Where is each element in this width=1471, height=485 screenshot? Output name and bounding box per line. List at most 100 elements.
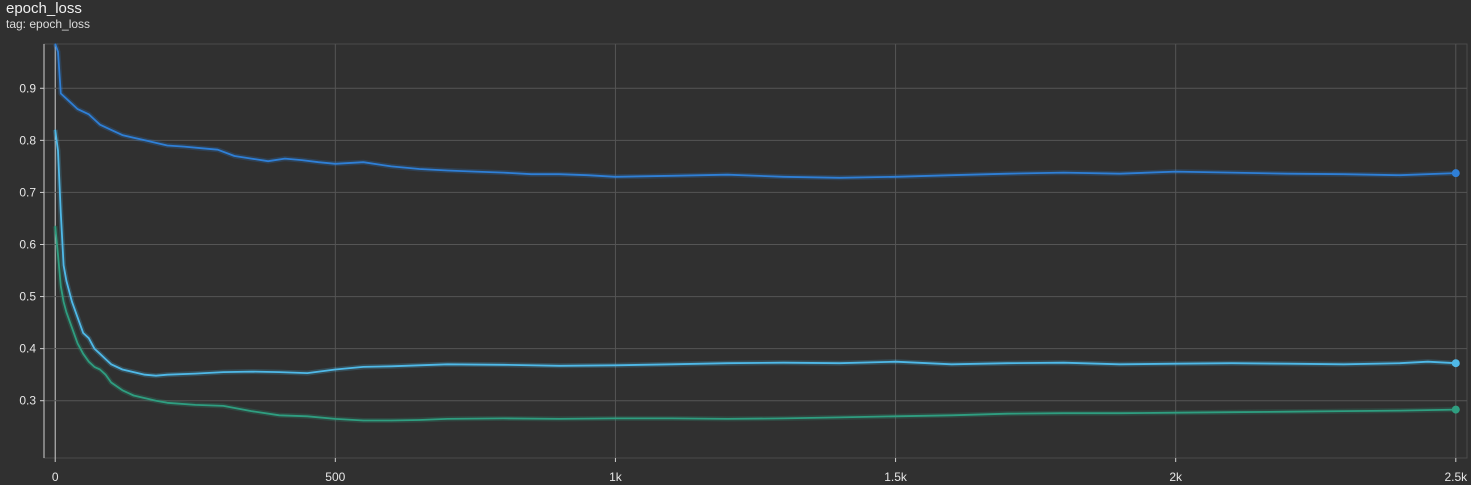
series-2-point bbox=[250, 410, 252, 412]
series-0-point bbox=[250, 157, 252, 160]
series-1-point bbox=[950, 363, 953, 365]
y-tick-label: 0.7 bbox=[19, 185, 36, 199]
grid-lines bbox=[43, 43, 1468, 459]
series-2-point bbox=[558, 418, 561, 420]
series-0-point bbox=[121, 134, 124, 136]
series-0-point bbox=[558, 173, 561, 175]
series-1-point bbox=[63, 264, 65, 266]
series-1-point bbox=[390, 365, 392, 367]
x-tick-label: 2.5k bbox=[1444, 470, 1468, 484]
x-tick-label: 1k bbox=[609, 470, 623, 484]
series-2-point bbox=[71, 327, 73, 329]
series-2-point bbox=[222, 405, 224, 407]
series-end-marker-2[interactable] bbox=[1451, 405, 1460, 414]
series-2-point bbox=[278, 414, 280, 416]
series-0-point bbox=[1063, 172, 1065, 174]
series-2-point bbox=[60, 285, 62, 287]
series-0-point bbox=[144, 139, 146, 141]
x-tick-label: 1.5k bbox=[884, 470, 908, 484]
series-2-point bbox=[194, 404, 196, 406]
series-0-point bbox=[1343, 173, 1345, 175]
series-1-point bbox=[362, 366, 364, 368]
series-1-point bbox=[65, 280, 68, 282]
series-line-1[interactable] bbox=[54, 129, 1456, 377]
series-2-point bbox=[105, 374, 107, 376]
series-1-point bbox=[121, 368, 124, 371]
series-1-point bbox=[446, 363, 448, 365]
series-lines bbox=[52, 43, 1460, 423]
series-end-marker-1[interactable] bbox=[1451, 359, 1460, 368]
series-0-point bbox=[82, 111, 84, 113]
series-1-point bbox=[558, 365, 561, 367]
y-tick-label: 0.3 bbox=[19, 394, 36, 408]
series-1-point bbox=[1175, 363, 1177, 365]
series-1-point bbox=[166, 374, 168, 376]
series-2-point bbox=[1343, 410, 1345, 412]
series-0-point bbox=[284, 157, 286, 160]
chart-tag-label: tag: epoch_loss bbox=[6, 17, 91, 31]
series-0-point bbox=[93, 118, 96, 121]
series-1-point bbox=[278, 371, 280, 373]
series-2-point bbox=[57, 254, 59, 256]
series-0-point bbox=[317, 161, 320, 163]
plot-frame bbox=[43, 43, 1468, 459]
series-raw-band-0 bbox=[52, 43, 1456, 181]
series-2-point bbox=[334, 418, 336, 420]
series-0-point bbox=[155, 142, 157, 144]
series-1-point bbox=[1343, 363, 1345, 365]
series-line-0[interactable] bbox=[54, 43, 1456, 179]
series-0-point bbox=[894, 176, 897, 178]
series-line-2[interactable] bbox=[54, 226, 1456, 422]
series-2-point bbox=[838, 416, 841, 418]
series-2-point bbox=[1119, 412, 1121, 414]
axes: 0 500 1k 1.5k 2k 2.5k 0.3 0.4 0.5 0.6 0.7 0.8 0.9 bbox=[19, 44, 1468, 484]
series-2-point bbox=[1287, 411, 1289, 413]
series-2-point bbox=[144, 397, 146, 399]
series-0-point bbox=[1119, 173, 1121, 175]
series-1-point bbox=[1399, 362, 1401, 364]
y-tick-label: 0.9 bbox=[19, 81, 36, 95]
series-end-marker-0[interactable] bbox=[1451, 169, 1460, 178]
series-1-point bbox=[155, 375, 157, 377]
series-1-point bbox=[82, 332, 84, 334]
series-2-point bbox=[894, 415, 897, 417]
series-1-point bbox=[670, 363, 673, 365]
series-2-point bbox=[166, 402, 168, 404]
series-2-point bbox=[502, 417, 504, 420]
series-0-point bbox=[782, 176, 785, 178]
series-raw-band-2 bbox=[52, 226, 1456, 423]
series-2-point bbox=[99, 368, 101, 371]
series-2-point bbox=[77, 342, 79, 345]
series-2-point bbox=[65, 311, 68, 313]
series-1-point bbox=[614, 364, 617, 366]
series-1-point bbox=[1287, 363, 1289, 365]
series-0-point bbox=[57, 51, 59, 53]
series-0-point bbox=[474, 170, 476, 173]
series-0-point bbox=[362, 161, 364, 163]
series-0-point bbox=[71, 103, 73, 105]
series-1-point bbox=[57, 150, 59, 152]
series-1-point bbox=[502, 364, 504, 366]
series-2-point bbox=[1063, 412, 1065, 414]
chart-header: epoch_loss tag: epoch_loss bbox=[6, 0, 90, 32]
series-0-point bbox=[1287, 173, 1289, 175]
series-2-point bbox=[121, 389, 124, 391]
series-2-point bbox=[306, 415, 308, 417]
series-2-point bbox=[1231, 411, 1233, 413]
series-0-point bbox=[502, 172, 504, 174]
series-1-point bbox=[222, 371, 224, 373]
series-2-point bbox=[670, 417, 673, 420]
series-1-point bbox=[54, 129, 56, 131]
series-0-point bbox=[133, 137, 135, 139]
series-1-point bbox=[838, 362, 841, 364]
series-1-point bbox=[418, 364, 420, 366]
series-1-point bbox=[1007, 362, 1009, 364]
x-tick-label: 2k bbox=[1169, 470, 1183, 484]
series-1-point bbox=[88, 337, 90, 339]
series-raw-band-1 bbox=[52, 129, 1456, 379]
x-tick-label: 500 bbox=[325, 470, 345, 484]
series-1-point bbox=[1119, 363, 1121, 365]
chart-title: epoch_loss bbox=[6, 0, 82, 17]
series-1-point bbox=[105, 358, 107, 360]
